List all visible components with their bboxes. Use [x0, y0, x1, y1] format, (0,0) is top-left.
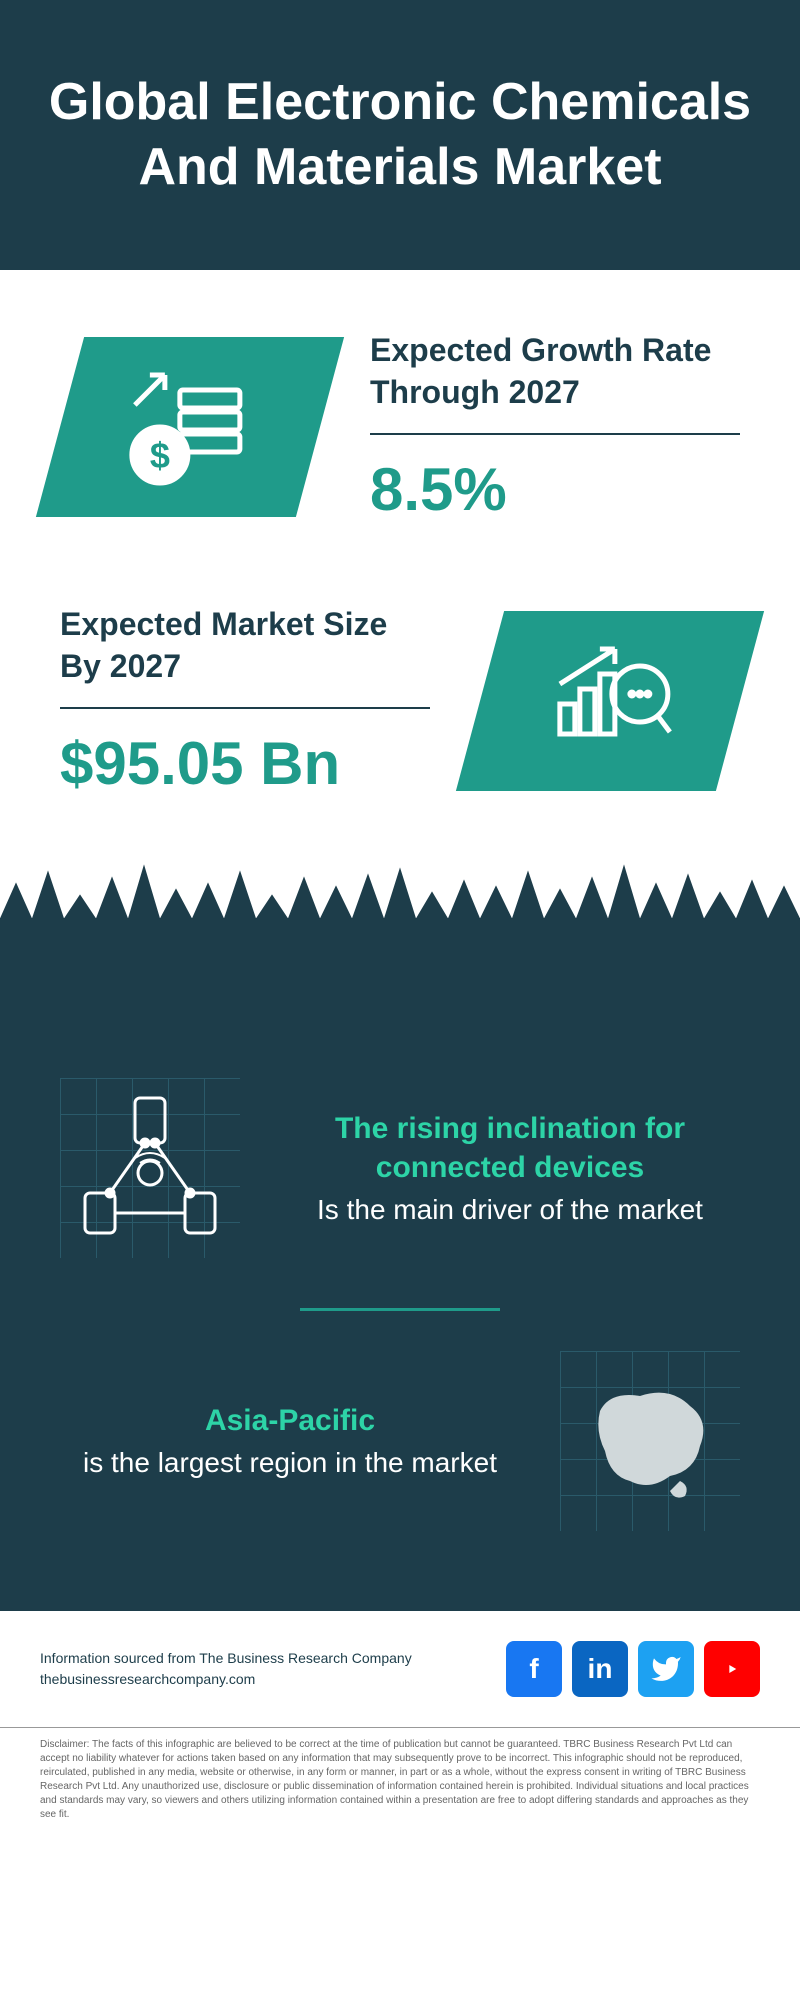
youtube-icon[interactable] [704, 1641, 760, 1697]
social-icons: f in [506, 1641, 760, 1697]
region-highlight: Asia-Pacific [60, 1401, 520, 1440]
facebook-icon[interactable]: f [506, 1641, 562, 1697]
linkedin-icon[interactable]: in [572, 1641, 628, 1697]
stats-section: $ Expected Growth Rate Through 2027 8.5% [0, 270, 800, 918]
header-section: Global Electronic Chemicals And Material… [0, 0, 800, 270]
twitter-icon[interactable] [638, 1641, 694, 1697]
divider [370, 433, 740, 435]
region-subtext: is the largest region in the market [60, 1445, 520, 1481]
page-title: Global Electronic Chemicals And Material… [40, 70, 760, 200]
driver-highlight: The rising inclination for connected dev… [280, 1109, 740, 1187]
driver-block: The rising inclination for connected dev… [60, 1078, 740, 1258]
section-divider [300, 1308, 500, 1311]
divider [60, 707, 430, 709]
driver-subtext: Is the main driver of the market [280, 1192, 740, 1228]
asia-map-icon [560, 1351, 740, 1531]
chart-magnify-icon [540, 634, 680, 764]
growth-label: Expected Growth Rate Through 2027 [370, 330, 740, 413]
svg-text:$: $ [150, 435, 170, 476]
connected-devices-icon [60, 1078, 240, 1258]
skyline-graphic [0, 918, 800, 1038]
insights-section: The rising inclination for connected dev… [0, 1038, 800, 1611]
size-icon-container [456, 611, 764, 791]
market-size-block: Expected Market Size By 2027 $95.05 Bn [60, 604, 740, 798]
region-block: Asia-Pacific is the largest region in th… [60, 1351, 740, 1531]
disclaimer-text: Disclaimer: The facts of this infographi… [40, 1738, 760, 1822]
size-label: Expected Market Size By 2027 [60, 604, 430, 687]
footer-section: Information sourced from The Business Re… [0, 1611, 800, 1727]
growth-value: 8.5% [370, 455, 740, 524]
growth-rate-block: $ Expected Growth Rate Through 2027 8.5% [60, 330, 740, 524]
footer-source: Information sourced from The Business Re… [40, 1648, 412, 1690]
money-growth-icon: $ [120, 360, 260, 490]
disclaimer-section: Disclaimer: The facts of this infographi… [0, 1727, 800, 1842]
size-value: $95.05 Bn [60, 729, 430, 798]
growth-icon-container: $ [36, 337, 344, 517]
